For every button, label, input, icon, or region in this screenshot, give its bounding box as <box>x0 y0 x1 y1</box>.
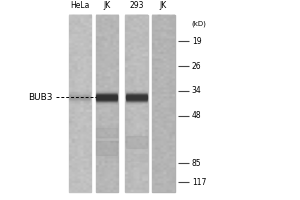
Bar <box>96 92 117 93</box>
Bar <box>69 91 90 92</box>
Bar <box>96 100 117 101</box>
Bar <box>69 90 90 91</box>
Bar <box>126 91 147 92</box>
Bar <box>96 90 117 91</box>
Bar <box>96 93 117 94</box>
Text: JK: JK <box>103 1 110 10</box>
Bar <box>126 94 147 95</box>
Bar <box>126 97 147 98</box>
Text: 19: 19 <box>192 37 201 46</box>
Bar <box>126 102 147 103</box>
Bar <box>69 95 90 96</box>
Bar <box>69 104 90 105</box>
Bar <box>126 154 147 161</box>
Bar <box>95 15 118 192</box>
Bar <box>69 97 90 98</box>
Bar <box>126 103 147 104</box>
Bar <box>96 95 117 96</box>
Text: 85: 85 <box>192 159 201 168</box>
Bar <box>69 98 90 99</box>
Bar <box>126 90 147 91</box>
Bar <box>96 103 117 104</box>
Text: 117: 117 <box>192 178 206 187</box>
Text: HeLa: HeLa <box>70 1 89 10</box>
Bar <box>69 93 90 94</box>
Bar <box>125 15 148 192</box>
Bar <box>69 102 90 103</box>
Bar <box>69 99 90 100</box>
Bar <box>126 95 147 96</box>
Text: 48: 48 <box>192 111 201 120</box>
Text: BUB3: BUB3 <box>28 93 53 102</box>
Bar <box>96 97 117 98</box>
Bar <box>152 15 175 192</box>
Bar <box>69 15 91 192</box>
Bar <box>126 136 147 148</box>
Bar <box>126 104 147 105</box>
Bar <box>96 96 117 97</box>
Bar <box>69 103 90 104</box>
Bar <box>69 92 90 93</box>
Bar <box>69 103 90 104</box>
Bar <box>96 98 117 99</box>
Bar <box>126 103 147 104</box>
Bar <box>126 100 147 101</box>
Bar <box>96 101 117 102</box>
Bar <box>96 102 117 103</box>
Bar <box>126 99 147 100</box>
Text: (kD): (kD) <box>192 21 207 27</box>
Bar <box>69 96 90 97</box>
Bar <box>96 104 117 105</box>
Bar <box>69 94 90 95</box>
Bar <box>96 99 117 100</box>
Bar <box>126 96 147 97</box>
Bar <box>69 100 90 101</box>
Bar <box>126 93 147 94</box>
Bar <box>96 91 117 92</box>
Text: 34: 34 <box>192 86 202 95</box>
Text: 293: 293 <box>129 1 144 10</box>
Text: 26: 26 <box>192 62 201 71</box>
Bar <box>96 103 117 104</box>
Text: JK: JK <box>160 1 167 10</box>
Bar <box>96 94 117 95</box>
Bar <box>96 141 117 155</box>
Bar <box>126 101 147 102</box>
Bar <box>69 101 90 102</box>
Bar <box>96 128 117 137</box>
Bar <box>126 92 147 93</box>
Bar <box>126 98 147 99</box>
